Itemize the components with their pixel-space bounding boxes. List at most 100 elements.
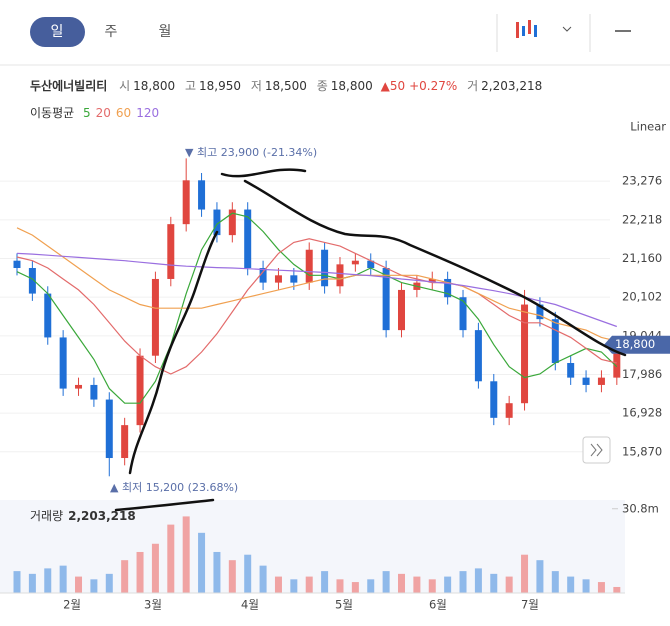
volume-bar: [382, 571, 390, 593]
volume-bar: [182, 516, 190, 593]
high-annotation: ▼ 최고 23,900 (-21.34%): [185, 146, 317, 159]
volume-bar: [505, 576, 513, 593]
candle-body: [259, 268, 267, 283]
volume-bar: [444, 576, 452, 593]
candle-body: [213, 209, 221, 236]
volume-tick-label: 30.8m: [622, 501, 659, 515]
candle-body: [198, 180, 206, 210]
ma-legend: 이동평균 5 20 60 120: [30, 106, 159, 120]
candle-body: [428, 278, 436, 283]
candle-body: [274, 275, 282, 283]
candle-body: [490, 381, 498, 418]
volume-bar: [244, 554, 252, 593]
x-tick-label: 6월: [429, 598, 447, 612]
low-annotation: ▲ 최저 15,200 (23.68%): [110, 481, 238, 494]
ma-line: [16, 227, 617, 342]
volume-bar: [367, 579, 375, 593]
volume-bar: [398, 573, 405, 593]
candle-body: [321, 249, 329, 287]
candle-body: [474, 330, 482, 382]
candle-body: [136, 355, 144, 426]
volume-bar: [597, 582, 605, 593]
candle-body: [167, 224, 175, 279]
volume-bar: [474, 568, 482, 593]
candle-body: [613, 344, 621, 378]
tab[interactable]: 월: [159, 24, 172, 40]
x-tick-label: 4월: [241, 598, 259, 612]
candle-body: [228, 209, 236, 236]
candle-body: [582, 377, 590, 385]
legend-entry: 5: [83, 106, 91, 120]
volume-bar: [490, 573, 498, 593]
candle-body: [151, 278, 159, 356]
candle-body: [382, 268, 390, 331]
price-tag: [604, 335, 670, 354]
candle-body: [336, 264, 344, 287]
ma-line: [16, 212, 618, 404]
volume-bar: [536, 560, 544, 593]
volume-bar: [521, 554, 529, 593]
volume-bar: [336, 579, 344, 593]
volume-bar: [213, 551, 221, 593]
candle-body: [305, 249, 313, 283]
candle-body: [536, 304, 544, 320]
tab[interactable]: 주: [105, 24, 118, 40]
volume-bar: [136, 551, 144, 593]
volume-bar: [105, 573, 113, 593]
volume-bar: [167, 524, 175, 593]
volume-bar: [59, 565, 67, 593]
volume-bar: [428, 579, 436, 593]
hand-drawing: [114, 168, 627, 512]
ma-line: [16, 238, 617, 375]
candle-body: [44, 293, 52, 338]
candle-body: [505, 403, 513, 418]
x-tick-label: 3월: [144, 598, 162, 612]
chart-type-icon[interactable]: [516, 20, 537, 38]
candle-body: [551, 319, 559, 364]
volume-bar: [351, 582, 359, 593]
volume-bar: [259, 565, 267, 593]
volume-bar: [198, 532, 206, 593]
candle-body: [597, 377, 605, 385]
volume-bar: [151, 543, 159, 593]
candle-body: [121, 425, 129, 459]
candle-body: [182, 180, 190, 225]
volume-bar: [582, 579, 590, 593]
candle-body: [290, 275, 298, 283]
volume-bar: [121, 560, 129, 593]
legend-entry: 60: [116, 106, 131, 120]
tab-active[interactable]: [30, 17, 85, 47]
price-tag-label: 18,800: [615, 337, 655, 351]
candle-body: [13, 260, 21, 269]
volume-bar: [28, 573, 36, 593]
legend-entry: 120: [136, 106, 159, 120]
volume-bar: [290, 579, 298, 593]
volume-bar: [413, 576, 421, 593]
volume-bar: [567, 576, 575, 593]
volume-bar: [305, 576, 313, 593]
ma-line: [16, 252, 618, 328]
candle-body: [521, 304, 529, 404]
quote-line: 두산에너빌리티 시 18,800 고 18,950 저 18,500 종 18,800 …: [30, 78, 542, 93]
candle-body: [567, 363, 575, 378]
scale-label: Linear: [630, 120, 666, 134]
y-tick-label: 22,218: [622, 212, 662, 226]
y-tick-label: 16,928: [622, 406, 662, 420]
x-tick-label: 7월: [521, 598, 539, 612]
volume-bar: [613, 586, 621, 593]
candle-body: [59, 337, 67, 389]
dropdown[interactable]: [562, 26, 572, 32]
scroll-button[interactable]: [582, 436, 611, 464]
y-tick-label: 20,102: [622, 290, 662, 304]
y-tick-label: 15,870: [622, 444, 662, 458]
candle-body: [105, 399, 113, 459]
y-tick-label: 21,160: [622, 251, 662, 265]
tab[interactable]: 일: [51, 24, 64, 40]
candle-body: [444, 278, 452, 298]
volume-bar: [75, 576, 83, 593]
volume-bar: [44, 568, 52, 593]
x-tick-label: 5월: [335, 598, 353, 612]
volume-bar: [459, 571, 467, 593]
volume-bar: [551, 571, 559, 593]
